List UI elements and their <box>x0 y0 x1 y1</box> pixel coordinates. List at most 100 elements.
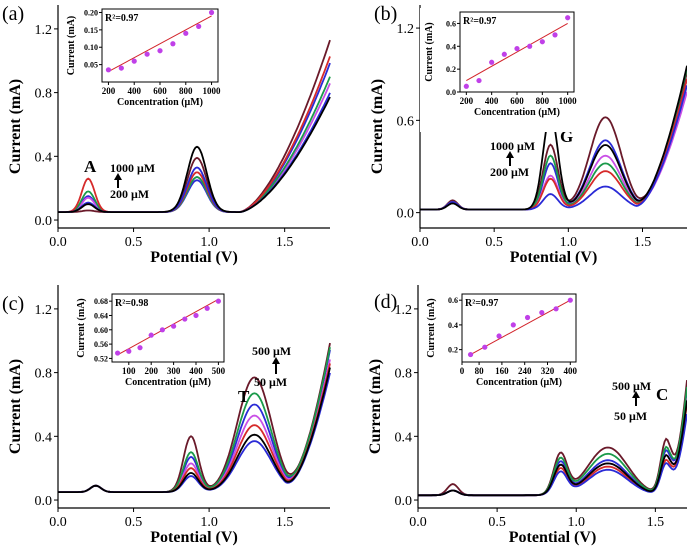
y-tick-label: 0.0 <box>397 207 415 222</box>
inset-x-tick-label: 200 <box>144 366 158 376</box>
y-tick-label: 0.4 <box>35 150 53 165</box>
inset-data-point <box>552 32 558 38</box>
conc-arrowhead <box>114 173 122 180</box>
y-tick-label: 1.2 <box>35 303 53 318</box>
inset-data-point <box>126 348 132 354</box>
r-squared-label: R²=0.98 <box>115 298 148 309</box>
x-tick-label: 1.5 <box>647 515 665 530</box>
inset-data-point <box>467 351 474 358</box>
inset-data-point <box>476 77 482 84</box>
y-tick-label: 0.0 <box>35 214 53 229</box>
conc-high-label: 1000 μM <box>490 139 535 153</box>
conc-high-label: 500 μM <box>252 344 291 358</box>
inset-data-point <box>567 297 573 303</box>
x-tick-label: 0.5 <box>125 515 143 530</box>
inset-data-point <box>482 344 488 350</box>
x-axis-label: Potential (V) <box>509 529 597 546</box>
inset-data-point <box>539 309 545 316</box>
panel-2: (c) 0.0 0.5 1.0 1.5 0.0 0.4 0.8 1.2 Potential (V)… <box>2 285 331 546</box>
x-tick-label: 0.5 <box>488 515 506 530</box>
inset-data-point <box>527 43 533 49</box>
series-line-6 <box>418 400 687 497</box>
inset-y-tick-label: 0.0 <box>446 88 456 97</box>
inset-x-tick-label: 1000 <box>203 86 222 96</box>
y-tick-label: 0.4 <box>35 430 53 445</box>
inset-x-tick-label: 400 <box>127 86 141 96</box>
inset-data-point <box>215 298 221 304</box>
conc-low-label: 50 μM <box>254 375 287 389</box>
inset-data-point <box>565 15 571 21</box>
inset-data-point <box>496 333 502 339</box>
inset-data-point <box>157 48 163 54</box>
inset-data-point <box>105 67 112 73</box>
inset-y-tick-label: 0.68 <box>94 297 108 306</box>
x-tick-label: 0.0 <box>409 515 427 530</box>
series-line-6 <box>58 367 331 493</box>
inset-x-tick-label: 500 <box>212 366 226 376</box>
inset-x-label: Concentration (μM) <box>117 97 203 108</box>
x-tick-label: 1.0 <box>200 515 218 530</box>
x-tick-label: 0.0 <box>49 515 67 530</box>
conc-low-label: 200 μM <box>490 165 529 179</box>
inset-x-tick-label: 200 <box>460 96 474 106</box>
inset-x-tick-label: 400 <box>564 366 578 376</box>
x-axis-label: Potential (V) <box>150 529 238 546</box>
conc-arrowhead <box>632 391 640 398</box>
inset-x-tick-label: 160 <box>495 366 509 376</box>
x-tick-label: 0.5 <box>125 235 143 250</box>
y-tick-label: 1.2 <box>397 22 415 37</box>
inset-x-tick-label: 400 <box>189 366 203 376</box>
inset-data-point <box>131 58 137 64</box>
inset-fit-line <box>466 22 568 82</box>
x-tick-label: 1.5 <box>276 515 294 530</box>
inset-y-tick-label: 0.2 <box>448 346 458 355</box>
series-line-4 <box>58 56 331 213</box>
inset-y-tick-label: 0.15 <box>84 26 98 35</box>
inset-data-point <box>501 51 507 57</box>
x-tick-label: 0.5 <box>485 235 503 250</box>
inset-data-point <box>539 39 545 45</box>
inset-y-tick-label: 0.52 <box>94 354 108 363</box>
conc-arrowhead <box>272 357 280 364</box>
inset-data-point <box>196 23 202 29</box>
peak-label: A <box>84 157 97 176</box>
series-line-5 <box>418 413 687 497</box>
x-tick-label: 0.0 <box>411 235 429 250</box>
inset-x-label: Concentration (μM) <box>474 107 560 118</box>
panel-label: (b) <box>374 3 397 25</box>
inset-data-point <box>204 305 210 311</box>
inset-data-point <box>183 30 189 36</box>
inset-x-tick-label: 240 <box>518 366 532 376</box>
inset-data-point <box>171 323 177 329</box>
conc-low-label: 200 μM <box>110 187 149 201</box>
conc-high-label: 1000 μM <box>110 161 155 175</box>
x-tick-label: 1.0 <box>560 235 578 250</box>
inset-y-label: Current (mA) <box>426 298 437 358</box>
inset-data-point <box>170 41 176 47</box>
peak-label: C <box>656 385 668 404</box>
inset-x-tick-label: 0 <box>460 366 465 376</box>
inset-data-point <box>208 9 215 16</box>
inset-data-point <box>148 332 154 338</box>
y-tick-label: 0.8 <box>35 87 53 102</box>
y-tick-label: 0.4 <box>395 430 413 445</box>
y-tick-label: 0.0 <box>35 494 53 509</box>
inset-x-label: Concentration (μM) <box>125 377 211 388</box>
x-tick-label: 1.5 <box>634 235 652 250</box>
inset-y-tick-label: 0.56 <box>94 340 108 349</box>
conc-low-label: 50 μM <box>614 409 647 423</box>
r-squared-label: R²=0.97 <box>465 298 498 309</box>
y-axis-label: Current (mA) <box>7 79 24 174</box>
inset-x-tick-label: 80 <box>475 366 485 376</box>
panel-label: (c) <box>2 293 24 315</box>
inset-x-tick-label: 300 <box>167 366 181 376</box>
inset-fit-line <box>108 15 212 73</box>
inset-x-tick-label: 400 <box>485 96 499 106</box>
inset-y-tick-label: 0.60 <box>94 326 108 335</box>
conc-high-label: 500 μM <box>612 379 651 393</box>
inset-data-point <box>524 314 531 321</box>
inset-y-tick-label: 0.20 <box>84 8 98 17</box>
inset-y-tick-label: 0.4 <box>446 42 456 51</box>
inset-data-point <box>137 345 143 351</box>
inset-data-point <box>118 65 124 71</box>
